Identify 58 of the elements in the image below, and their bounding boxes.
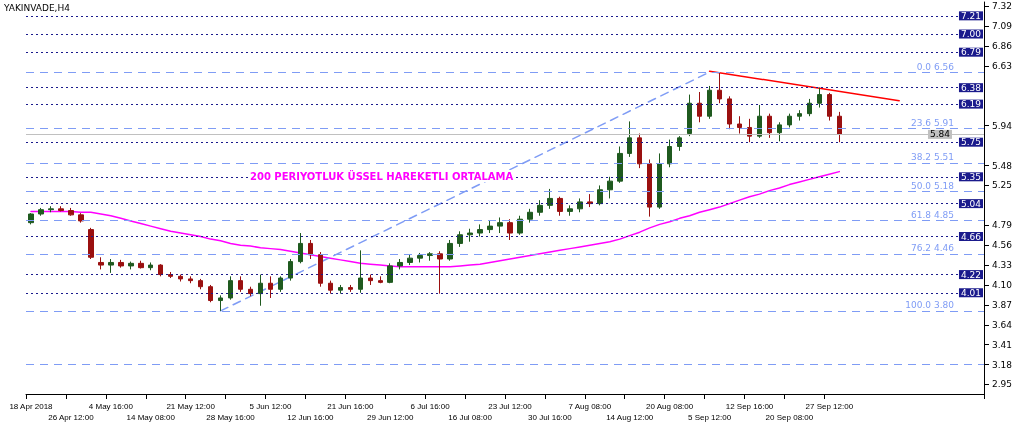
y-tick-label: 5.25: [992, 180, 1013, 191]
y-tick-label: 3.87: [992, 299, 1013, 310]
ref-line-label: 0.0 6.56: [916, 61, 955, 72]
y-tick-label: 6.86: [992, 41, 1013, 52]
y-tick-label: 4.33: [992, 260, 1013, 271]
ref-line-label: 23.6 5.91: [911, 117, 954, 128]
ref-line-label: 7.00: [960, 29, 982, 40]
x-tick-label: 21 May 12:00: [166, 401, 216, 411]
y-tick-label: 5.94: [992, 120, 1013, 131]
y-tick-label: 4.56: [992, 240, 1013, 251]
y-tick-label: 3.41: [992, 339, 1013, 350]
ref-line-label: 61.8 4.85: [911, 209, 954, 220]
x-tick-label: 5 Sep 12:00: [687, 412, 732, 422]
ref-line-label: 6.38: [960, 82, 982, 93]
x-tick-label: 7 Aug 08:00: [568, 401, 612, 411]
chart-title: YAKINVADE,H4: [3, 2, 71, 13]
x-tick-label: 16 Jul 08:00: [448, 412, 493, 422]
x-tick-label: 5 Jun 12:00: [249, 401, 292, 411]
x-tick-label: 20 Aug 08:00: [646, 401, 694, 411]
y-tick-label: 6.63: [992, 61, 1013, 72]
x-tick-label: 18 Apr 2018: [9, 401, 54, 411]
x-tick-label: 23 Jul 12:00: [488, 401, 533, 411]
ref-line-label: 5.84: [929, 129, 951, 140]
x-tick-label: 14 Aug 12:00: [606, 412, 654, 422]
x-tick-label: 4 May 16:00: [88, 401, 134, 411]
ref-line-label: 6.79: [960, 47, 982, 58]
ref-line-label: 4.66: [960, 231, 982, 242]
x-tick-label: 30 Jul 16:00: [528, 412, 573, 422]
y-tick-label: 3.18: [992, 359, 1013, 370]
ref-line-label: 100.0 3.80: [905, 300, 955, 311]
y-tick-label: 4.10: [992, 279, 1013, 290]
ref-line-label: 4.01: [960, 287, 981, 298]
y-tick-label: 7.32: [992, 1, 1013, 12]
y-tick-label: 4.79: [992, 220, 1013, 231]
ref-line-label: 38.2 5.51: [911, 152, 954, 163]
x-tick-label: 20 Sep 08:00: [765, 412, 814, 422]
x-tick-label: 27 Sep 12:00: [805, 401, 854, 411]
ref-line-label: 5.75: [960, 137, 981, 148]
x-tick-label: 12 Sep 16:00: [725, 401, 774, 411]
y-tick-label: 3.64: [992, 319, 1013, 330]
x-tick-label: 29 Jun 12:00: [367, 412, 414, 422]
x-tick-label: 6 Jul 16:00: [410, 401, 451, 411]
ref-line-label: 7.21: [960, 10, 981, 21]
x-tick-label: 14 May 08:00: [126, 412, 176, 422]
ref-line-label: 6.19: [960, 99, 982, 110]
ref-line-label: 76.2 4.46: [911, 243, 955, 254]
x-tick-label: 26 Apr 12:00: [48, 412, 95, 422]
ref-line-label: 50.0 5.18: [911, 181, 955, 192]
y-tick-label: 2.95: [992, 379, 1013, 390]
y-tick-label: 7.09: [992, 21, 1013, 32]
ref-line-label: 4.22: [960, 269, 981, 280]
x-tick-label: 12 Jun 16:00: [287, 412, 335, 422]
annotation: 200 PERIYOTLUK ÜSSEL HAREKETLI ORTALAMA: [250, 168, 514, 182]
ref-line-label: 5.04: [960, 198, 982, 209]
x-tick-label: 21 Jun 16:00: [327, 401, 374, 411]
x-tick-label: 28 May 16:00: [206, 412, 256, 422]
y-tick-label: 5.48: [992, 160, 1013, 171]
ref-line-label: 5.35: [960, 171, 981, 182]
